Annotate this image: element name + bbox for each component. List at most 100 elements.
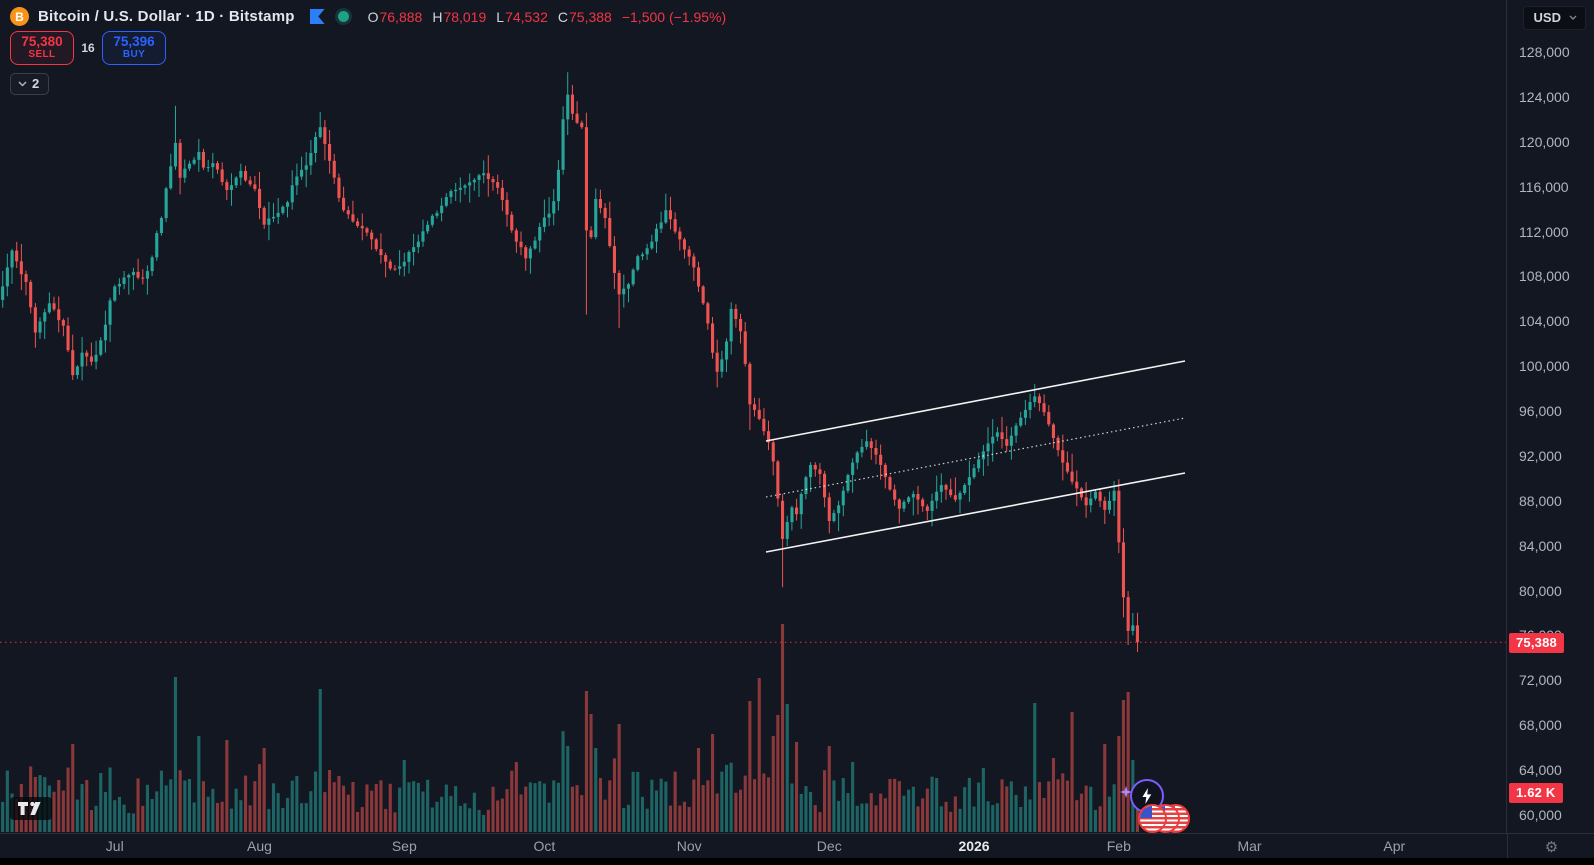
volume-bar [197,736,201,832]
volume-bar [776,715,780,832]
candle-body [24,274,28,282]
volume-bar [762,773,766,832]
candle-body [720,359,724,372]
volume-bar [921,798,925,832]
candle-body [491,179,495,183]
candle-body [486,173,490,179]
volume-bar [1019,807,1023,832]
volume-bar [276,793,280,832]
candle-body [416,241,420,248]
candle-body [94,354,98,362]
candle-body [52,303,56,310]
order-panel: 75,380 SELL 16 75,396 BUY [10,31,166,65]
volume-bar [524,786,528,832]
candle-body [645,248,649,255]
volume-bar [650,779,654,832]
candle-body [108,300,112,325]
volume-bar [463,803,467,832]
candle-body [57,309,61,321]
candle-body [785,522,789,539]
candle-body [220,169,224,183]
candle-body [519,241,523,248]
volume-bar [697,748,701,832]
candle-body [762,418,766,432]
volume-bar [981,768,985,832]
candle-body [1065,462,1069,472]
candle-body [5,267,9,287]
candle-body [458,187,462,190]
volume-bar [486,809,490,832]
volume-bar [528,782,532,832]
price-tick-label: 88,000 [1519,492,1562,509]
candle-body [636,256,640,270]
candle-body [300,169,304,177]
candle-body [757,409,761,419]
candle-body [80,352,84,367]
volume-bar [131,813,135,832]
candle-body [211,163,215,168]
volume-bar [1042,798,1046,832]
sell-button[interactable]: 75,380 SELL [10,31,74,65]
volume-bar [356,811,360,832]
open-value: O 76,888 [367,8,423,25]
candle-body [103,324,107,341]
volume-bar [412,781,416,832]
buy-button[interactable]: 75,396 BUY [102,31,166,65]
volume-bar [304,803,308,832]
volume-bar [323,792,327,832]
candle-body [944,485,948,490]
volume-bar [631,771,635,832]
volume-bar [561,731,565,832]
market-status-icon[interactable] [337,11,349,22]
channel-line[interactable] [765,472,1186,553]
candle-body [612,246,616,273]
candle-body [122,277,126,284]
price-tick-label: 80,000 [1519,582,1562,599]
candle-body [860,446,864,453]
candle-body [1051,424,1055,438]
candle-body [412,247,416,252]
collapsed-indicators-button[interactable]: 2 [10,73,50,95]
currency-button[interactable]: USD [1522,6,1586,30]
volume-bar [1079,793,1083,832]
candle-body [804,477,808,494]
time-axis[interactable]: Jul Aug Sep Oct Nov Dec 2026 Feb Mar Apr [0,833,1507,859]
candle-body [1042,403,1046,413]
candle-body [701,286,705,304]
volume-bar [1103,744,1107,832]
volume-bar [113,800,117,832]
sell-price: 75,380 [21,34,63,50]
volume-bar [860,803,864,832]
volume-bar [958,808,962,832]
price-tick-label: 68,000 [1519,717,1562,734]
volume-bar [1135,791,1139,832]
symbol-title[interactable]: Bitcoin / U.S. Dollar · 1D · Bitstamp [38,8,295,25]
channel-line[interactable] [765,360,1186,442]
volume-bar [972,806,976,832]
candle-body [15,250,19,262]
candle-body [673,219,677,232]
candle-body [155,233,159,258]
gear-icon[interactable]: ⚙ [1544,838,1559,856]
volume-bar [421,791,425,832]
volume-bar [393,812,397,832]
price-axis[interactable]: 128,000 124,000 120,000 116,000 112,000 108,0… [1506,0,1594,833]
candle-body [1023,409,1027,418]
volume-bar [612,758,616,832]
volume-bar [757,678,761,832]
candle-body [603,207,607,218]
volume-bar [491,786,495,832]
candle-body [1089,498,1093,506]
volume-bar [944,801,948,832]
candle-body [841,490,845,506]
candle-body [977,459,981,469]
volume-bar [314,771,318,832]
candle-body [10,250,14,268]
volume-bar [706,780,710,832]
candle-body [809,464,813,478]
volume-bar [935,778,939,832]
us-economic-event-icon[interactable] [1138,804,1167,833]
volume-bar [150,799,154,832]
sell-label: SELL [28,49,56,61]
